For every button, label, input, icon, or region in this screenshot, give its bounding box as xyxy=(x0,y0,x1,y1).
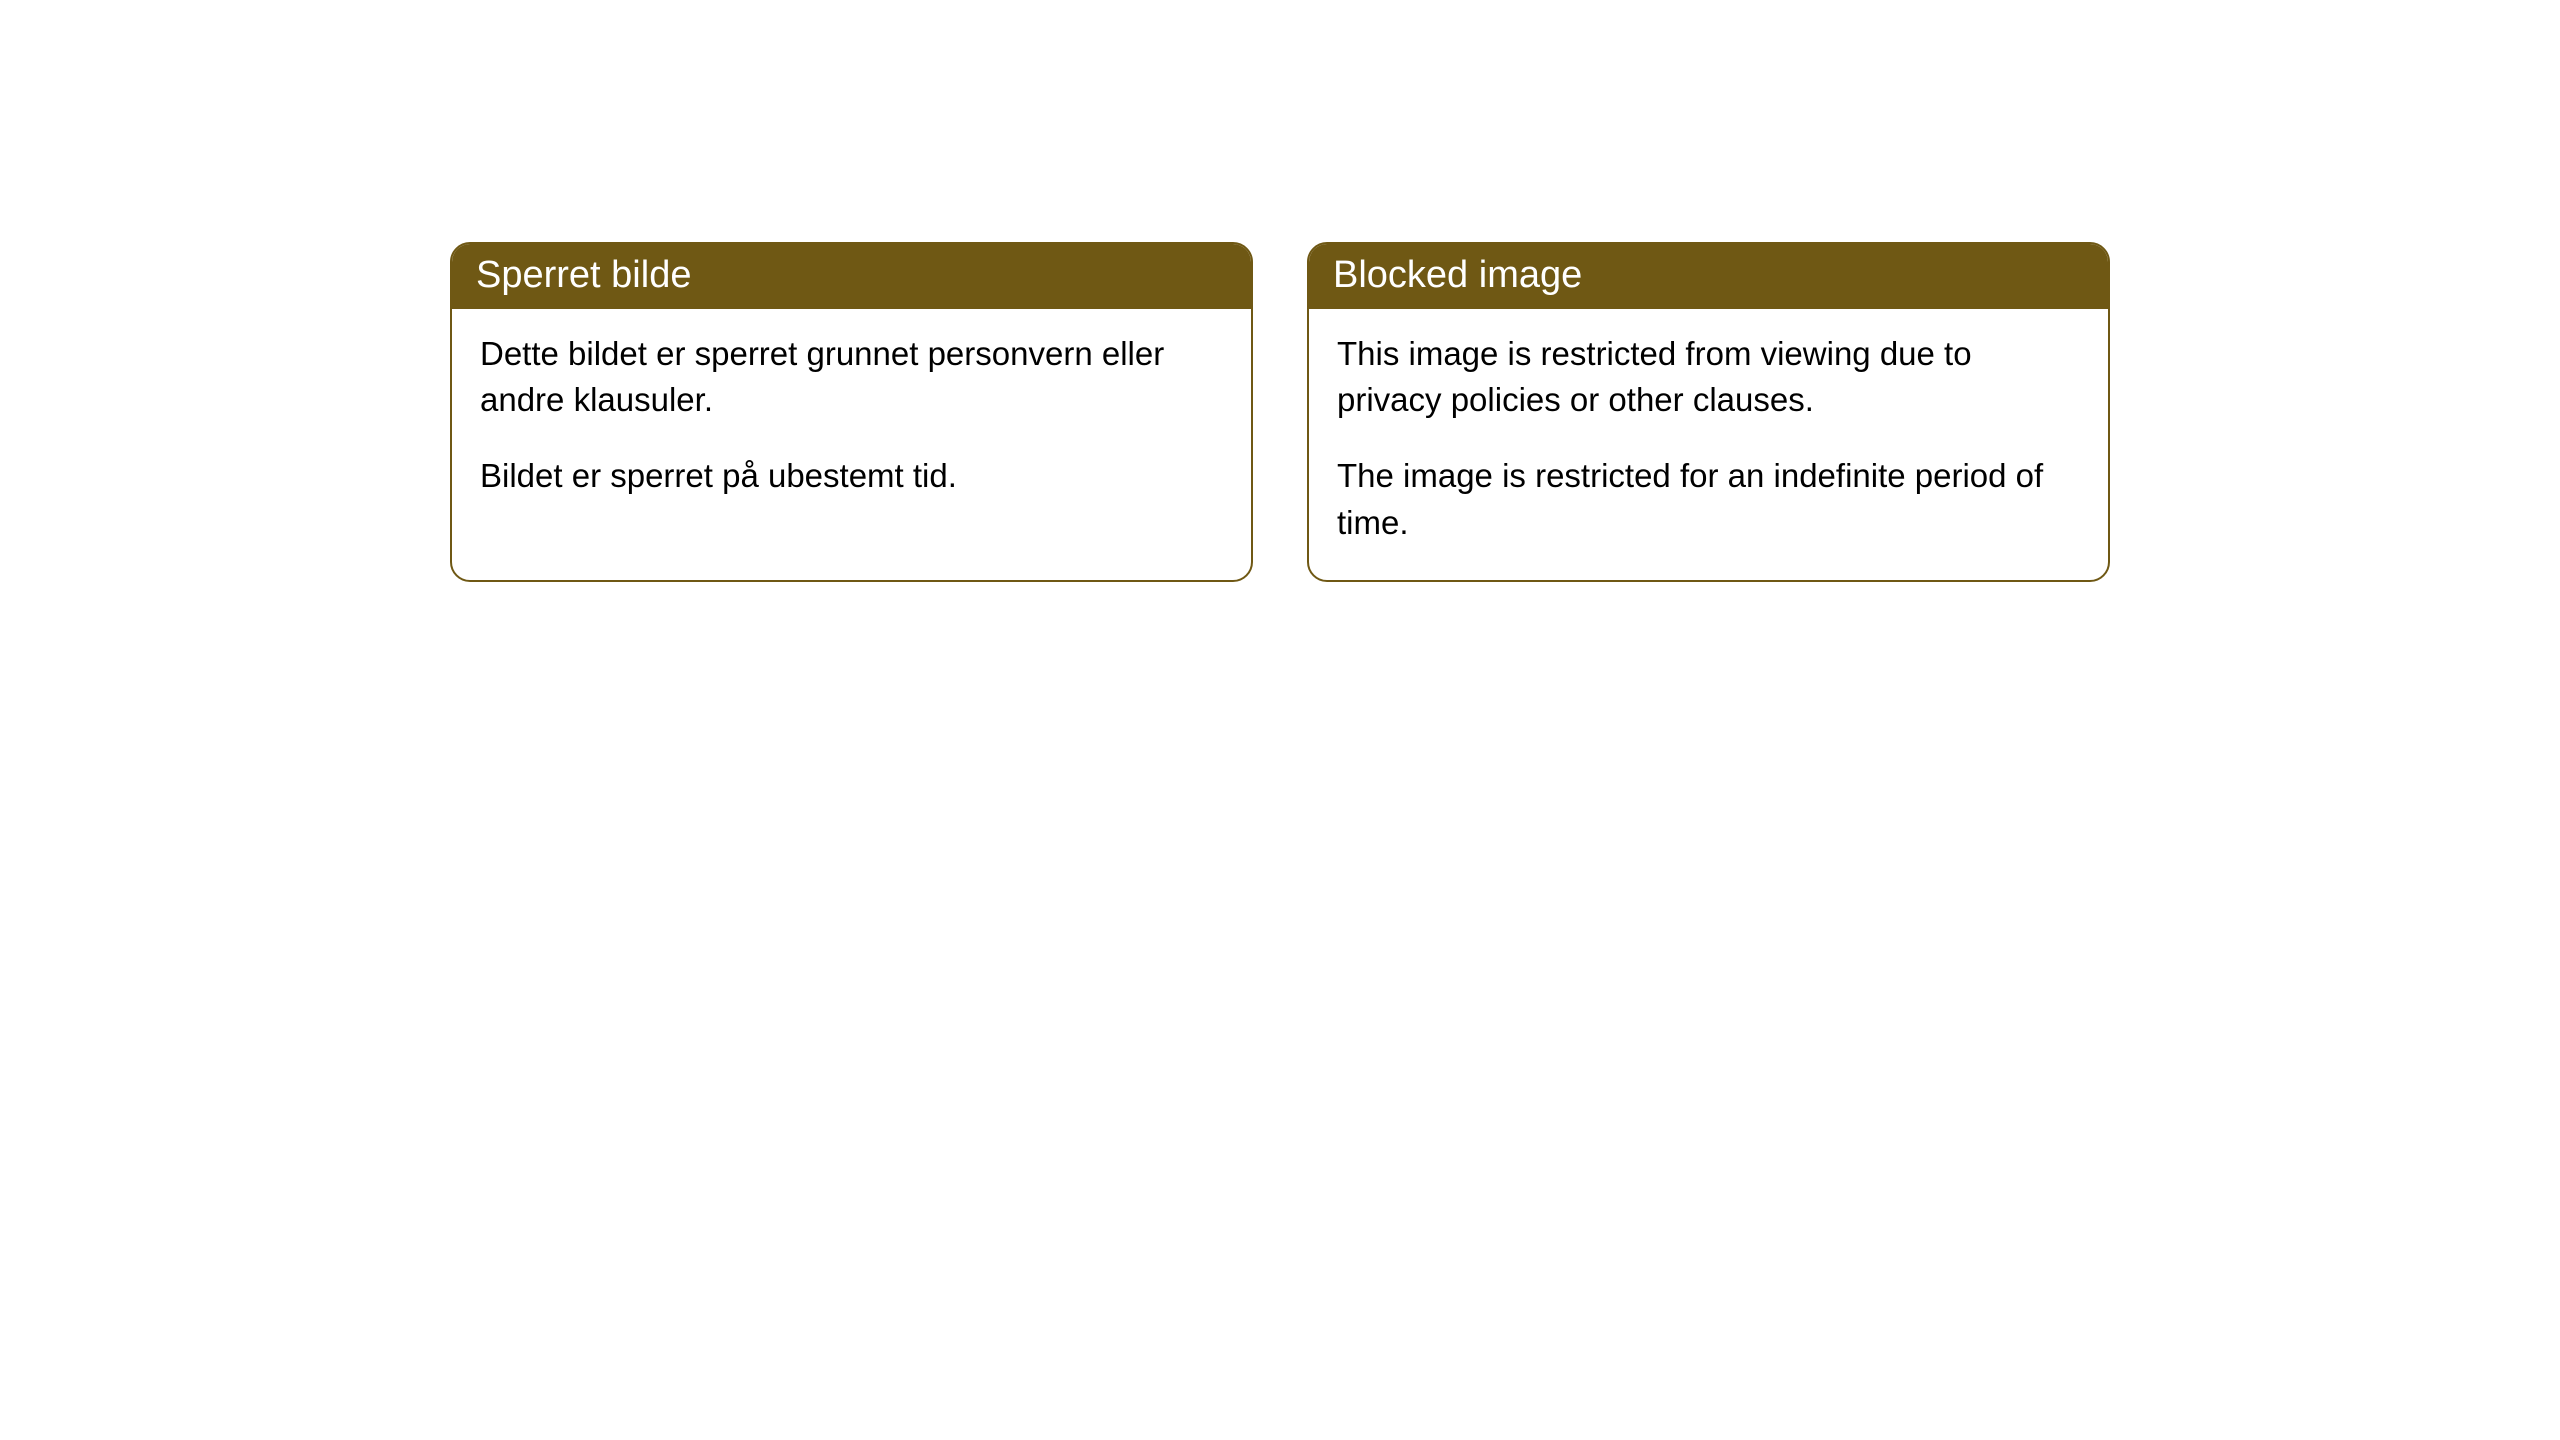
card-header: Sperret bilde xyxy=(452,244,1251,309)
card-paragraph: The image is restricted for an indefinit… xyxy=(1337,453,2080,545)
card-body: This image is restricted from viewing du… xyxy=(1309,309,2108,580)
card-title: Blocked image xyxy=(1333,254,1582,296)
card-header: Blocked image xyxy=(1309,244,2108,309)
card-paragraph: Bildet er sperret på ubestemt tid. xyxy=(480,453,1223,499)
card-title: Sperret bilde xyxy=(476,254,691,296)
card-paragraph: This image is restricted from viewing du… xyxy=(1337,331,2080,423)
blocked-image-card-norwegian: Sperret bilde Dette bildet er sperret gr… xyxy=(450,242,1253,582)
card-body: Dette bildet er sperret grunnet personve… xyxy=(452,309,1251,534)
blocked-image-card-english: Blocked image This image is restricted f… xyxy=(1307,242,2110,582)
card-paragraph: Dette bildet er sperret grunnet personve… xyxy=(480,331,1223,423)
notice-container: Sperret bilde Dette bildet er sperret gr… xyxy=(0,0,2560,582)
